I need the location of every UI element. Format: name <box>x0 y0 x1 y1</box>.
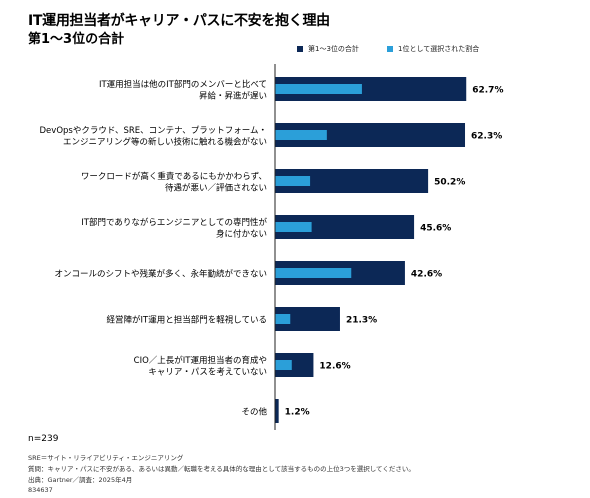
sample-size: n=239 <box>28 434 59 444</box>
category-label: オンコールのシフトや残業が多く、永年勤続ができない <box>54 269 267 280</box>
legend-label-total: 第1～3位の合計 <box>308 45 359 53</box>
legend-item-total: 第1～3位の合計 <box>297 44 359 54</box>
category-label: ワークロードが高く重責であるにもかかわらず、待遇が悪い／評価されない <box>81 171 267 194</box>
value-label: 50.2% <box>434 178 465 188</box>
legend-item-first: 1位として選択された割合 <box>387 44 479 54</box>
chart-subtitle: 第1～3位の合計 <box>28 32 125 47</box>
bar-chart: 62.7% IT運用担当は他のIT部門のメンバーと比べて昇給・昇進が遅い 62.3%… <box>40 64 503 430</box>
chart-title: IT運用担当者がキャリア・パスに不安を抱く理由 <box>28 13 330 29</box>
category-label: IT部門でありながらエンジニアとしての専門性が身に付かない <box>81 217 267 240</box>
value-label: 42.6% <box>411 270 442 280</box>
category-label: DevOpsやクラウド、SRE、コンテナ、プラットフォーム・エンジニアリング等の… <box>40 126 267 148</box>
legend-swatch-first <box>387 46 393 52</box>
category-label: IT運用担当は他のIT部門のメンバーと比べて昇給・昇進が遅い <box>99 79 267 102</box>
legend: 第1～3位の合計 1位として選択された割合 <box>0 44 590 58</box>
legend-label-first: 1位として選択された割合 <box>398 45 480 53</box>
bar-total <box>275 399 279 423</box>
footnote-question: 質問：キャリア・パスに不安がある、あるいは異動／転職を考える具体的な理由として該… <box>28 465 415 473</box>
footnote-source: 出典：Gartner／調査：2025年4月 <box>28 476 133 484</box>
category-label: CIO／上長がIT運用担当者の育成やキャリア・パスを考えていない <box>134 355 267 378</box>
bar-first-choice <box>275 84 362 94</box>
value-label: 45.6% <box>420 224 451 234</box>
bar-first-choice <box>275 176 311 186</box>
value-label: 12.6% <box>319 362 350 372</box>
bar-first-choice <box>275 130 327 140</box>
value-label: 62.7% <box>472 86 503 96</box>
category-label: その他 <box>241 407 267 418</box>
value-label: 1.2% <box>285 408 310 418</box>
bar-first-choice <box>275 268 352 278</box>
value-label: 21.3% <box>346 316 377 326</box>
bar-first-choice <box>275 360 292 370</box>
legend-swatch-total <box>297 46 303 52</box>
category-label: 経営陣がIT運用と担当部門を軽視している <box>107 315 267 326</box>
bar-first-choice <box>275 314 291 324</box>
footnote-sre: SRE＝サイト・リライアビリティ・エンジニアリング <box>28 454 184 462</box>
bar-first-choice <box>275 222 312 232</box>
footnote-id: 834637 <box>28 486 53 494</box>
value-label: 62.3% <box>471 132 502 142</box>
